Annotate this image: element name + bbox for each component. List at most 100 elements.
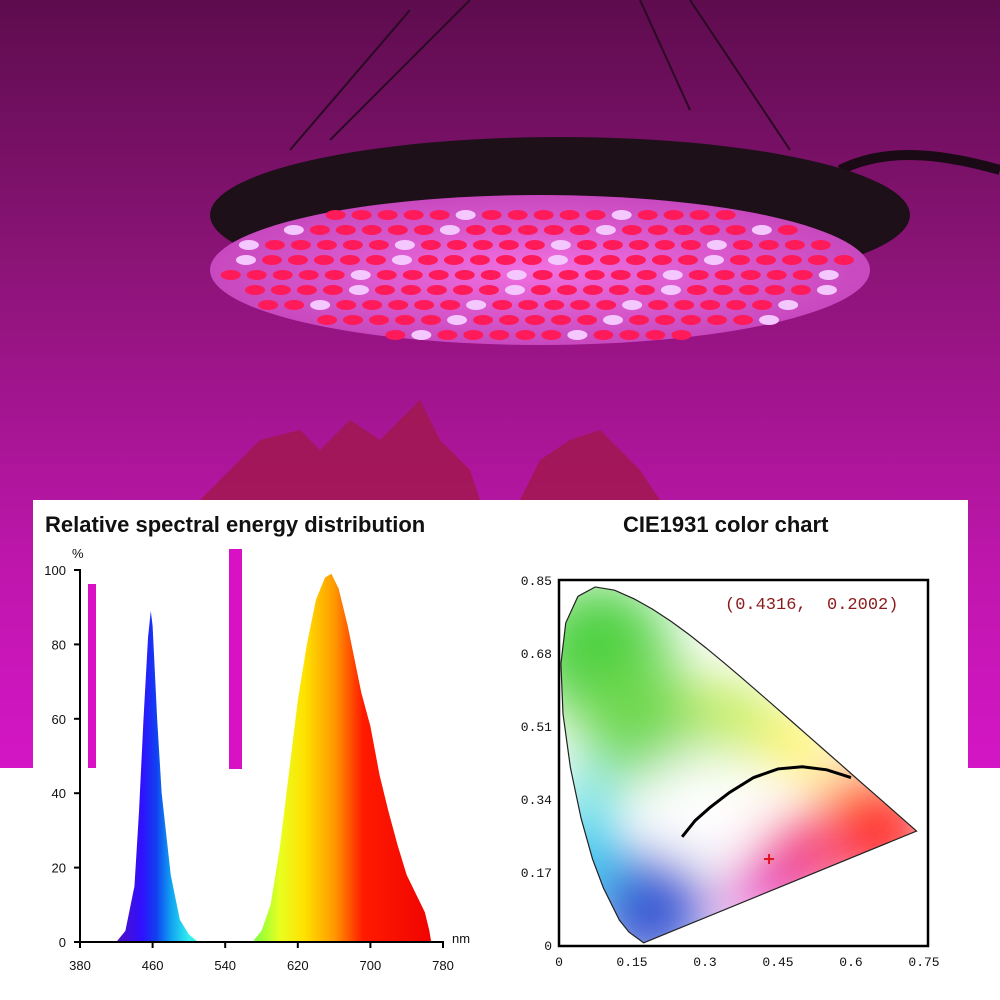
led [603,315,624,325]
led [621,225,642,235]
led [376,270,397,280]
led [751,225,772,235]
led [648,300,669,310]
led [699,225,720,235]
led [507,210,528,220]
led [466,300,487,310]
led [463,330,484,340]
spectrum-peak-1 [116,610,198,942]
led [455,210,476,220]
led [634,285,655,295]
plot-frame [557,578,930,948]
hanging-cables [289,0,1000,175]
led-array [220,210,854,340]
led [517,225,538,235]
x-tick-label: 700 [360,958,382,973]
led [569,225,590,235]
led [533,210,554,220]
led [336,300,357,310]
led [660,285,681,295]
x-tick-label: 780 [432,958,454,973]
led [610,270,631,280]
y-tick-label: 60 [52,712,66,727]
led [481,210,502,220]
led [439,225,460,235]
led [296,285,317,295]
led [595,225,616,235]
led [662,270,683,280]
x-tick-label: 380 [69,958,91,973]
led [350,270,371,280]
led [725,225,746,235]
led [673,225,694,235]
led [732,240,753,250]
y-tick-label: 0 [544,939,552,954]
cie-chart-title: CIE1931 color chart [623,512,829,537]
led [686,285,707,295]
led [585,210,606,220]
led [584,270,605,280]
led [348,285,369,295]
x-tick-label: 0 [555,955,563,970]
led [506,270,527,280]
led [351,210,372,220]
x-tick-label: 0.6 [839,955,862,970]
chart-panel [33,500,968,770]
y-tick-label: 0.68 [521,647,552,662]
led [524,240,545,250]
x-axis-unit: nm [452,931,470,946]
led [671,330,692,340]
led [645,330,666,340]
led [469,255,490,265]
led [283,225,304,235]
led [784,240,805,250]
led [452,285,473,295]
chromaticity-coordinate-label: (0.4316, 0.2002) [725,596,898,615]
led [706,240,727,250]
led [599,255,620,265]
led [518,300,539,310]
x-tick-label: 460 [142,958,164,973]
led [290,240,311,250]
y-tick-label: 100 [44,563,66,578]
led [680,240,701,250]
led [235,255,256,265]
led [525,315,546,325]
spectral-locus [560,586,918,944]
led [550,240,571,250]
led [414,300,435,310]
chromaticity-point-marker [764,854,775,865]
led [504,285,525,295]
led [700,300,721,310]
led [324,270,345,280]
led [593,330,614,340]
led [790,285,811,295]
led [420,240,441,250]
led [498,240,519,250]
x-tick-label: 540 [214,958,236,973]
led [361,225,382,235]
led [316,240,337,250]
led [532,270,553,280]
led [752,300,773,310]
led [755,255,776,265]
led [758,240,779,250]
led [220,270,241,280]
led [733,315,754,325]
led [688,270,709,280]
led [489,330,510,340]
led [391,255,412,265]
led [577,315,598,325]
led [492,300,513,310]
led [781,255,802,265]
led [472,240,493,250]
led [778,300,799,310]
spectral-chart-title: Relative spectral energy distribution [45,512,426,537]
led [261,255,282,265]
led [365,255,386,265]
led [792,270,813,280]
led [258,300,279,310]
led [611,210,632,220]
led [465,225,486,235]
